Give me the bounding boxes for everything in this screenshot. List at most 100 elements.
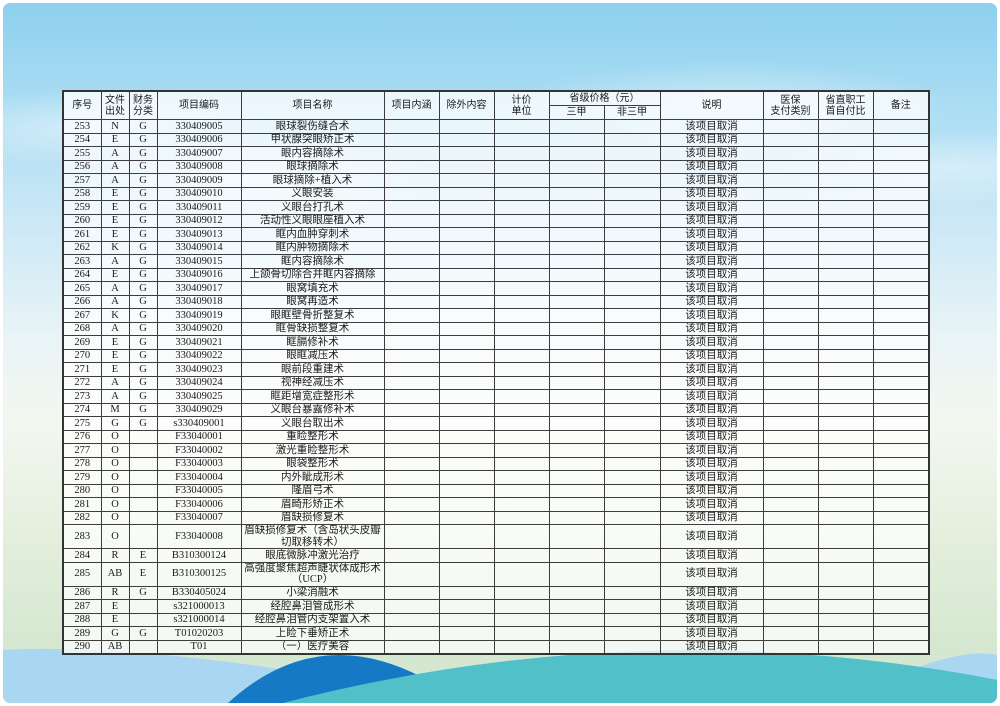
cell-unit <box>493 281 550 296</box>
cell-no: 261 <box>62 227 102 242</box>
cell-finance-class: E <box>128 548 158 563</box>
cell-item-name: 义眼台取出术 <box>240 416 385 431</box>
cell-price-non3a <box>603 362 661 377</box>
cell-excluded <box>438 548 495 563</box>
cell-note: 该项目取消 <box>659 561 764 587</box>
cell-price-non3a <box>603 470 661 485</box>
cell-note: 该项目取消 <box>659 200 764 215</box>
cell-item-code: 330409008 <box>156 159 242 174</box>
cell-price-3a <box>548 456 605 471</box>
cell-price-non3a <box>603 321 661 336</box>
cell-item-content <box>383 146 440 161</box>
cell-price-3a <box>548 375 605 390</box>
cell-note: 该项目取消 <box>659 443 764 458</box>
cell-no: 264 <box>62 267 102 282</box>
cell-price-3a <box>548 626 605 641</box>
cell-pay-class <box>762 281 819 296</box>
cell-item-code: 330409006 <box>156 132 242 147</box>
cell-price-non3a <box>603 510 661 525</box>
cell-remark <box>872 510 930 525</box>
cell-remark <box>872 308 930 323</box>
cell-no: 257 <box>62 173 102 188</box>
cell-price-non3a <box>603 443 661 458</box>
cell-excluded <box>438 240 495 255</box>
cell-excluded <box>438 510 495 525</box>
cell-item-name: 活动性义眼眼座植入术 <box>240 213 385 228</box>
table-row: 261 E G 330409013 眶内血肿穿刺术 该项目取消 <box>62 227 930 242</box>
cell-self-pay <box>817 443 874 458</box>
cell-no: 253 <box>62 119 102 134</box>
cell-finance-class: E <box>128 561 158 587</box>
cell-excluded <box>438 524 495 549</box>
cell-item-name: 眉畸形矫正术 <box>240 497 385 512</box>
cell-pay-class <box>762 524 819 549</box>
cell-item-content <box>383 497 440 512</box>
cell-price-non3a <box>603 375 661 390</box>
cell-excluded <box>438 639 495 655</box>
cell-unit <box>493 429 550 444</box>
table-row: 262 K G 330409014 眶内肿物摘除术 该项目取消 <box>62 240 930 255</box>
header-unit: 计价 单位 <box>493 90 550 120</box>
cell-item-content <box>383 294 440 309</box>
cell-unit <box>493 483 550 498</box>
cell-excluded <box>438 335 495 350</box>
cell-finance-class: G <box>128 362 158 377</box>
cell-item-content <box>383 281 440 296</box>
cell-excluded <box>438 132 495 147</box>
cell-item-content <box>383 186 440 201</box>
cell-price-3a <box>548 389 605 404</box>
cell-file-source: A <box>100 375 130 390</box>
cell-file-source: K <box>100 308 130 323</box>
cell-item-name: 眼前段重建术 <box>240 362 385 377</box>
cell-item-name: 上睑下垂矫正术 <box>240 626 385 641</box>
cell-pay-class <box>762 173 819 188</box>
cell-excluded <box>438 612 495 627</box>
cell-price-non3a <box>603 281 661 296</box>
cell-price-3a <box>548 294 605 309</box>
cell-note: 该项目取消 <box>659 497 764 512</box>
cell-file-source: A <box>100 254 130 269</box>
cell-item-content <box>383 335 440 350</box>
cell-price-non3a <box>603 626 661 641</box>
cell-item-code: s330409001 <box>156 416 242 431</box>
cell-no: 269 <box>62 335 102 350</box>
cell-note: 该项目取消 <box>659 146 764 161</box>
cell-remark <box>872 254 930 269</box>
cell-no: 254 <box>62 132 102 147</box>
cell-item-content <box>383 470 440 485</box>
cell-price-non3a <box>603 132 661 147</box>
cell-pay-class <box>762 443 819 458</box>
cell-price-non3a <box>603 402 661 417</box>
cell-pay-class <box>762 456 819 471</box>
cell-remark <box>872 200 930 215</box>
cell-item-name: 眶内容摘除术 <box>240 254 385 269</box>
cell-item-name: 眶膈修补术 <box>240 335 385 350</box>
cell-price-3a <box>548 308 605 323</box>
cell-finance-class: G <box>128 254 158 269</box>
cell-item-code: B310300125 <box>156 561 242 587</box>
cell-excluded <box>438 173 495 188</box>
cell-price-3a <box>548 483 605 498</box>
cell-finance-class <box>128 599 158 614</box>
cell-excluded <box>438 483 495 498</box>
cell-file-source: O <box>100 456 130 471</box>
cell-self-pay <box>817 173 874 188</box>
cell-finance-class: G <box>128 321 158 336</box>
cell-price-3a <box>548 585 605 600</box>
cell-file-source: E <box>100 132 130 147</box>
cell-remark <box>872 599 930 614</box>
cell-self-pay <box>817 639 874 655</box>
cell-self-pay <box>817 362 874 377</box>
cell-note: 该项目取消 <box>659 254 764 269</box>
cell-unit <box>493 213 550 228</box>
cell-price-non3a <box>603 348 661 363</box>
cell-price-non3a <box>603 146 661 161</box>
table-row: 264 E G 330409016 上颌骨切除合并眶内容摘除 该项目取消 <box>62 267 930 282</box>
cell-note: 该项目取消 <box>659 470 764 485</box>
cell-pay-class <box>762 497 819 512</box>
cell-finance-class <box>128 456 158 471</box>
cell-item-name: 重睑整形术 <box>240 429 385 444</box>
cell-price-non3a <box>603 599 661 614</box>
cell-note: 该项目取消 <box>659 362 764 377</box>
cell-remark <box>872 548 930 563</box>
